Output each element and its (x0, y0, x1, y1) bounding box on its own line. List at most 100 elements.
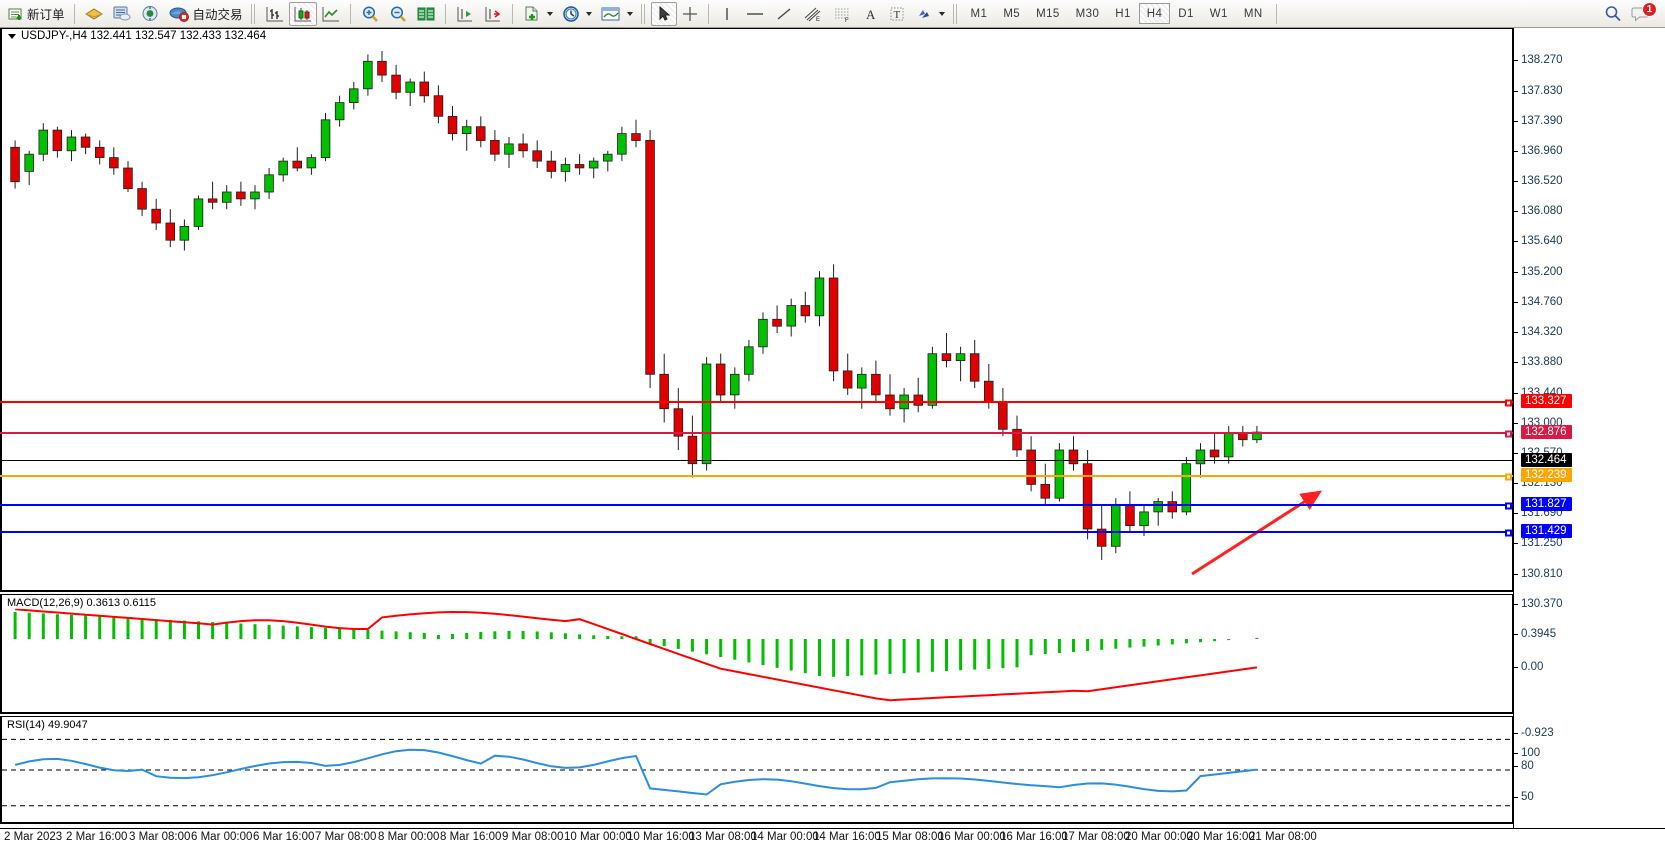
chart-autoscroll-button[interactable] (451, 2, 479, 26)
price-level-badge[interactable]: 132.239 (1521, 468, 1572, 483)
crosshair-button[interactable] (677, 2, 703, 26)
toolbar-separator-2 (349, 3, 351, 24)
templates-button[interactable] (596, 2, 637, 26)
price-tick-label: 137.830 (1521, 84, 1563, 97)
text-label-button[interactable]: T (884, 2, 910, 26)
price-level-badge[interactable]: 131.429 (1521, 524, 1572, 538)
price-level-line[interactable] (0, 399, 1513, 406)
svg-text:A: A (866, 7, 876, 22)
channel-icon: E (804, 7, 820, 23)
text-button[interactable]: A (858, 2, 884, 26)
search-icon (1605, 5, 1621, 21)
time-tick-label: 13 Mar 08:00 (689, 831, 757, 843)
svg-text:T: T (893, 9, 900, 21)
timeframe-d1[interactable]: D1 (1178, 7, 1194, 20)
vertical-line-button[interactable] (714, 2, 740, 26)
terminal-button[interactable] (108, 2, 136, 26)
line-chart-button[interactable] (317, 2, 345, 26)
price-chart-svg (10, 51, 1323, 576)
price-level-badge[interactable]: 132.876 (1521, 424, 1572, 439)
trendline-icon (777, 7, 790, 20)
fibonacci-icon: F (834, 8, 849, 23)
price-level-line[interactable] (0, 473, 1513, 481)
price-level-line[interactable] (0, 430, 1513, 437)
chevron-down-icon-4 (938, 11, 945, 16)
equidistant-channel-button[interactable]: E (798, 2, 828, 26)
price-tick-label: 138.270 (1521, 54, 1563, 67)
timeframe-m1[interactable]: M1 (970, 7, 988, 20)
text-icon: A (866, 7, 876, 22)
price-tick-label: 137.390 (1521, 115, 1563, 127)
line-chart-icon (322, 6, 339, 21)
expert-advisor-button[interactable]: 自动交易 (164, 2, 247, 26)
timeframe-m15[interactable]: M15 (1036, 7, 1060, 20)
horizontal-line-button[interactable] (740, 2, 770, 26)
fibonacci-button[interactable]: F (828, 2, 858, 26)
timeframe-mn[interactable]: MN (1243, 7, 1263, 20)
time-axis[interactable]: 2 Mar 2023 2 Mar 16:00 3 Mar 08:00 6 Mar 00… (0, 828, 1665, 847)
rsi-tick-label: 80 (1521, 760, 1534, 772)
bar-chart-button[interactable] (261, 2, 289, 26)
price-pane[interactable]: USDJPY-,H4 132.441 132.547 132.433 132.4… (0, 28, 1513, 592)
period-button[interactable] (557, 2, 596, 26)
time-tick-label: 3 Mar 08:00 (129, 831, 191, 843)
chart-container[interactable]: USDJPY-,H4 132.441 132.547 132.433 132.4… (0, 28, 1665, 847)
terminal-icon (113, 6, 131, 20)
price-tick-label: 136.960 (1521, 144, 1563, 157)
price-tick-label: 136.080 (1521, 205, 1563, 218)
price-level-badge[interactable]: 132.464 (1521, 452, 1572, 467)
price-level-line[interactable] (0, 459, 1513, 461)
price-level-line[interactable] (0, 502, 1513, 510)
data-window-button[interactable] (80, 2, 108, 26)
time-tick-label: 2 Mar 16:00 (66, 831, 128, 843)
time-tick-label: 6 Mar 00:00 (191, 831, 253, 843)
zoom-in-icon (362, 5, 378, 22)
rsi-pane[interactable]: RSI(14) 49.9047 (0, 716, 1513, 824)
horizontal-line-icon (746, 12, 763, 15)
toolbar-grip-2[interactable] (640, 3, 647, 24)
timeframe-h1[interactable]: H1 (1115, 7, 1131, 20)
price-tick-label: 133.880 (1521, 356, 1563, 369)
price-level-badge[interactable]: 131.827 (1521, 496, 1572, 511)
chart-shift-end-button[interactable] (479, 2, 507, 26)
macd-tick-label: -0.923 (1521, 727, 1554, 739)
rsi-chart-svg (2, 738, 1511, 807)
rsi-tick-label: 50 (1521, 791, 1534, 803)
toolbar-grip-3[interactable] (952, 3, 959, 24)
price-axis[interactable]: 138.270 137.830 137.390 136.960 136.520 … (1513, 28, 1665, 847)
navigator-button[interactable] (136, 2, 164, 26)
autoscroll-icon (457, 6, 472, 21)
notifications-button[interactable]: 1 (1627, 1, 1657, 26)
arrows-button[interactable] (910, 2, 949, 26)
macd-pane[interactable]: MACD(12,26,9) 0.3613 0.6115 (0, 594, 1513, 714)
chart-shift-button[interactable] (412, 2, 440, 26)
price-tick-label: 131.250 (1521, 537, 1563, 550)
new-order-button[interactable]: 新订单 (4, 2, 69, 26)
text-label-icon: T (890, 7, 904, 21)
zoom-out-button[interactable] (384, 2, 412, 26)
chart-shift-icon (417, 7, 435, 20)
toolbar-separator-3 (444, 3, 446, 24)
price-level-badge[interactable]: 133.327 (1521, 393, 1572, 408)
new-chart-icon (525, 6, 538, 20)
trendline-button[interactable] (770, 2, 798, 26)
zoom-in-button[interactable] (356, 2, 384, 26)
time-tick-label: 21 Mar 08:00 (1249, 831, 1317, 843)
timeframe-m30[interactable]: M30 (1075, 7, 1100, 20)
zoom-out-icon (390, 5, 406, 22)
cursor-button[interactable] (650, 1, 677, 26)
price-level-line[interactable] (0, 529, 1513, 537)
timeframe-h4[interactable]: H4 (1138, 3, 1171, 24)
candlestick-chart-button[interactable] (288, 1, 317, 26)
chart-shift-end-icon (485, 6, 500, 21)
time-tick-label: 8 Mar 16:00 (440, 831, 502, 843)
toolbar-grip[interactable] (250, 3, 257, 24)
autotrading-label: 自动交易 (192, 8, 243, 22)
search-button[interactable] (1599, 2, 1627, 26)
new-chart-button[interactable] (518, 2, 557, 26)
chevron-down-icon-3 (626, 11, 633, 16)
main-toolbar: 新订单 (0, 0, 1665, 28)
timeframe-m5[interactable]: M5 (1003, 7, 1021, 20)
collapse-triangle-icon[interactable] (8, 33, 16, 39)
timeframe-w1[interactable]: W1 (1209, 7, 1228, 20)
